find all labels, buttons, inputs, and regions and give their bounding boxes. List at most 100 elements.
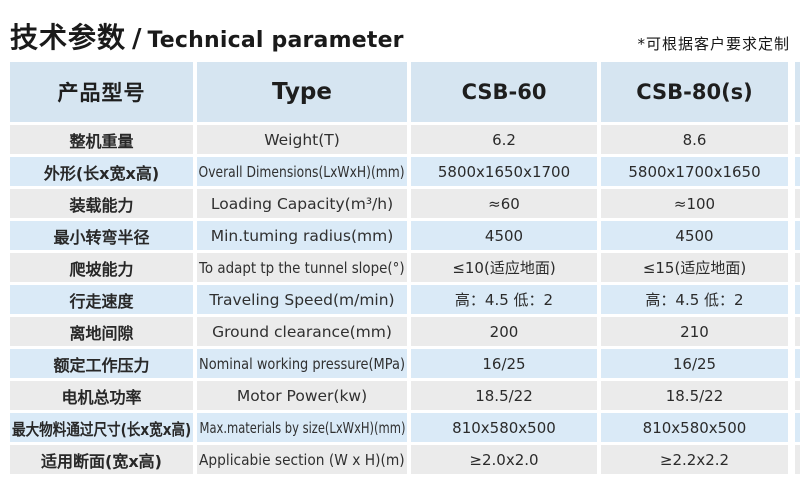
spec-row-label-zh-text: 爬坡能力	[69, 259, 134, 279]
spec-value-csb60: 6.2	[411, 125, 597, 154]
spec-value-csb80-text: ≥2.2x2.2	[659, 450, 730, 469]
spec-row-label-en: Overall Dimensions(LxWxH)(mm)	[197, 157, 407, 186]
spec-row-label-zh-text: 装载能力	[69, 195, 134, 215]
spec-row-label-en: Weight(T)	[197, 125, 407, 154]
page-title-separator: /	[132, 24, 142, 54]
spec-value-csb60: 810x580x500	[411, 413, 597, 442]
header-model-csb60-text: CSB-60	[461, 80, 547, 104]
spec-value-csb80: 8.6	[601, 125, 788, 154]
spec-row-label-zh: 整机重量	[10, 125, 193, 154]
spec-row-label-en: Max.materials by size(LxWxH)(mm)	[197, 413, 407, 442]
spec-value-csb60: 5800x1650x1700	[411, 157, 597, 186]
spec-row-label-zh: 最小转弯半径	[10, 221, 193, 250]
spec-value-csb80: ≥2.2x2.2	[601, 445, 788, 474]
spec-value-csb60-text: ≈60	[488, 194, 520, 213]
spec-row-label-zh-text: 最小转弯半径	[53, 227, 150, 247]
spec-row-label-en-text: Nominal working pressure(MPa)	[199, 354, 406, 373]
edge-sliver-row	[795, 125, 800, 154]
spec-row-label-en-text: Overall Dimensions(LxWxH)(mm)	[198, 162, 406, 181]
spec-value-csb80: 4500	[601, 221, 788, 250]
spec-row-label-zh: 装载能力	[10, 189, 193, 218]
spec-row-label-en-text: Applicabie section (W x H)(m)	[199, 450, 405, 469]
spec-value-csb80-text: 8.6	[682, 130, 707, 149]
spec-row-label-zh-text: 电机总功率	[61, 387, 142, 407]
spec-row-label-en-text: Max.materials by size(LxWxH)(mm)	[199, 418, 406, 437]
spec-value-csb60-text: ≤10(适应地面)	[452, 259, 556, 277]
spec-row-label-en: To adapt tp the tunnel slope(°)	[197, 253, 407, 282]
spec-value-csb60-text: 810x580x500	[452, 418, 556, 437]
spec-value-csb60: 200	[411, 317, 597, 346]
spec-value-csb80-text: 810x580x500	[642, 418, 747, 437]
table-edge-sliver	[795, 62, 800, 474]
spec-value-csb80-text: 16/25	[672, 354, 717, 373]
spec-row-label-zh-text: 最大物料通过尺寸(长x宽x高)	[11, 419, 192, 439]
spec-value-csb80: 210	[601, 317, 788, 346]
spec-row-label-zh-text: 适用断面(宽x高)	[41, 451, 162, 471]
spec-row-label-en-text: Min.tuming radius(mm)	[210, 226, 394, 245]
spec-row-label-en-text: Weight(T)	[264, 130, 340, 149]
spec-row-label-zh-text: 行走速度	[69, 291, 134, 311]
spec-value-csb80-text: 4500	[675, 226, 714, 245]
spec-row-label-en: Motor Power(kw)	[197, 381, 407, 410]
spec-value-csb60: ≈60	[411, 189, 597, 218]
spec-row-label-en: Traveling Speed(m/min)	[197, 285, 407, 314]
header-type: Type	[197, 62, 407, 122]
spec-value-csb60: 高：4.5 低：2	[411, 285, 597, 314]
edge-sliver-row	[795, 221, 800, 250]
spec-row-label-zh: 最大物料通过尺寸(长x宽x高)	[10, 413, 193, 442]
spec-row-label-zh: 爬坡能力	[10, 253, 193, 282]
spec-value-csb80-text: 18.5/22	[665, 386, 724, 405]
spec-value-csb60: ≤10(适应地面)	[411, 253, 597, 282]
spec-value-csb60: 4500	[411, 221, 597, 250]
spec-row-label-en-text: Traveling Speed(m/min)	[209, 290, 395, 309]
spec-value-csb60-text: 5800x1650x1700	[437, 162, 571, 181]
spec-value-csb80-text: 5800x1700x1650	[628, 162, 761, 181]
spec-row-label-zh: 适用断面(宽x高)	[10, 445, 193, 474]
spec-row-label-zh: 额定工作压力	[10, 349, 193, 378]
spec-value-csb80: ≤15(适应地面)	[601, 253, 788, 282]
spec-value-csb60: ≥2.0x2.0	[411, 445, 597, 474]
spec-row-label-en: Applicabie section (W x H)(m)	[197, 445, 407, 474]
edge-sliver-row	[795, 413, 800, 442]
spec-value-csb80: 18.5/22	[601, 381, 788, 410]
page-title-zh: 技术参数	[10, 21, 127, 54]
header-model-csb80-text: CSB-80(s)	[636, 80, 753, 104]
header-product-model-text: 产品型号	[57, 81, 146, 105]
spec-value-csb60-text: 6.2	[492, 130, 516, 149]
spec-value-csb80: 16/25	[601, 349, 788, 378]
spec-value-csb80-text: ≈100	[673, 194, 716, 213]
spec-row-label-en: Loading Capacity(m³/h)	[197, 189, 407, 218]
spec-row-label-zh: 外形(长x宽x高)	[10, 157, 193, 186]
header-type-text: Type	[271, 79, 332, 105]
spec-value-csb80: 5800x1700x1650	[601, 157, 788, 186]
edge-sliver-row	[795, 317, 800, 346]
edge-sliver-row	[795, 349, 800, 378]
spec-value-csb80: ≈100	[601, 189, 788, 218]
title-bar: 技术参数 / Technical parameter *可根据客户要求定制	[10, 14, 790, 56]
customization-note: *可根据客户要求定制	[637, 35, 790, 53]
spec-value-csb60: 18.5/22	[411, 381, 597, 410]
spec-value-csb60-text: ≥2.0x2.0	[469, 450, 539, 469]
spec-value-csb60-text: 200	[489, 322, 519, 341]
header-model-csb60: CSB-60	[411, 62, 597, 122]
spec-row-label-zh: 行走速度	[10, 285, 193, 314]
spec-value-csb80: 高：4.5 低：2	[601, 285, 788, 314]
spec-value-csb60-text: 高：4.5 低：2	[454, 291, 554, 309]
edge-sliver-row	[795, 445, 800, 474]
page-title: 技术参数 / Technical parameter	[10, 16, 404, 56]
spec-row-label-zh: 电机总功率	[10, 381, 193, 410]
edge-sliver-row	[795, 381, 800, 410]
spec-row-label-zh-text: 离地间隙	[69, 323, 134, 343]
spec-value-csb80-text: ≤15(适应地面)	[642, 259, 747, 277]
spec-value-csb80: 810x580x500	[601, 413, 788, 442]
spec-row-label-en: Min.tuming radius(mm)	[197, 221, 407, 250]
edge-sliver-row	[795, 253, 800, 282]
spec-value-csb60-text: 4500	[484, 226, 524, 245]
spec-row-label-en: Ground clearance(mm)	[197, 317, 407, 346]
spec-row-label-zh-text: 整机重量	[69, 131, 134, 151]
spec-value-csb60-text: 18.5/22	[475, 386, 533, 405]
header-model-csb80: CSB-80(s)	[601, 62, 788, 122]
page-title-en: Technical parameter	[147, 28, 404, 53]
spec-row-label-en-text: Motor Power(kw)	[236, 386, 368, 405]
header-product-model: 产品型号	[10, 62, 193, 122]
